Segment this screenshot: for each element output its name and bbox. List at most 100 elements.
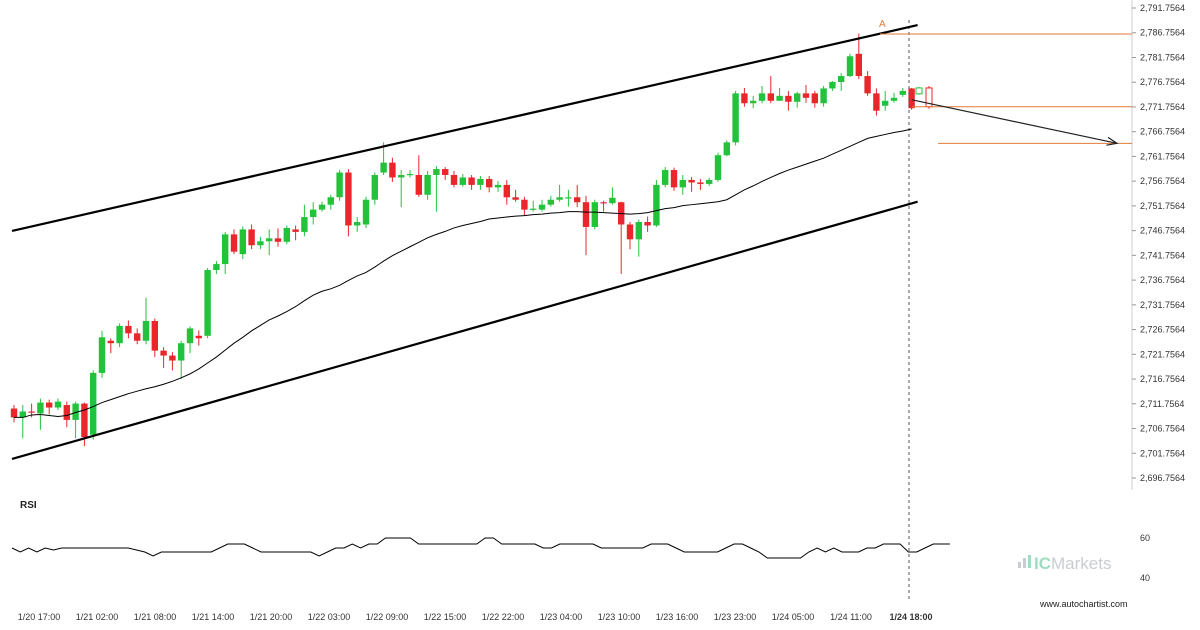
- x-tick-label: 1/21 20:00: [250, 612, 293, 622]
- y-tick-label: 2,736.7564: [1140, 275, 1185, 285]
- rsi-tick-label: 40: [1140, 573, 1150, 583]
- y-tick-label: 2,706.7564: [1140, 424, 1185, 434]
- x-tick-label: 1/23 16:00: [656, 612, 699, 622]
- candle: [336, 170, 343, 201]
- brand-bars-icon: [1018, 555, 1031, 568]
- candle: [829, 81, 836, 91]
- candle: [758, 85, 766, 104]
- moving-average-line: [14, 128, 912, 418]
- y-tick-label: 2,786.7564: [1140, 28, 1185, 38]
- candle: [257, 236, 264, 250]
- brand-suffix: Markets: [1051, 554, 1111, 573]
- x-tick-label: 1/22 22:00: [482, 612, 525, 622]
- candle: [855, 33, 862, 80]
- candle: [670, 167, 678, 191]
- candle: [591, 199, 598, 230]
- projection-arrow: [911, 99, 1118, 144]
- candle: [503, 179, 510, 205]
- candle: [486, 175, 493, 193]
- channel-lower-line: [11, 200, 918, 461]
- candle: [186, 326, 194, 354]
- candle: [811, 90, 818, 108]
- candle: [864, 71, 871, 96]
- time-axis: 1/20 17:00 1/21 02:00 1/21 08:00 1/21 14:00…: [18, 612, 933, 622]
- y-tick-label: 2,761.7564: [1140, 151, 1185, 161]
- projection-arrowhead: [1106, 136, 1119, 146]
- candle: [653, 179, 660, 227]
- y-tick-label: 2,751.7564: [1140, 201, 1185, 211]
- pattern-point-label: A: [879, 19, 886, 30]
- candle: [494, 180, 502, 192]
- y-tick-label: 2,721.7564: [1140, 349, 1185, 359]
- candle: [239, 226, 246, 260]
- candle: [301, 204, 308, 237]
- candle: [679, 175, 686, 195]
- candle: [547, 195, 554, 207]
- candle: [635, 219, 642, 257]
- candle: [72, 401, 79, 439]
- candle: [178, 340, 185, 379]
- x-tick-label: 1/21 08:00: [134, 612, 177, 622]
- y-tick-label: 2,701.7564: [1140, 448, 1185, 458]
- candle: [459, 174, 466, 187]
- candle: [169, 352, 176, 371]
- candle: [767, 76, 774, 104]
- candle: [433, 166, 440, 212]
- candle: [371, 172, 378, 205]
- candle: [345, 169, 352, 237]
- candle: [688, 176, 695, 192]
- candle: [618, 201, 625, 274]
- candle: [582, 195, 590, 256]
- candle: [125, 320, 132, 339]
- candle: [354, 217, 361, 232]
- rsi-line: [11, 537, 950, 559]
- candle: [292, 225, 299, 241]
- candle: [600, 200, 607, 212]
- x-tick-label: 1/24 05:00: [772, 612, 815, 622]
- candle: [310, 202, 317, 225]
- candle: [327, 194, 334, 210]
- candle: [538, 199, 546, 212]
- rsi-title: RSI: [20, 500, 37, 511]
- candle: [266, 229, 273, 256]
- candle: [873, 88, 880, 116]
- brand-prefix: IC: [1034, 554, 1051, 573]
- candle: [195, 330, 202, 346]
- candle: [151, 318, 158, 358]
- forecast-candle: [925, 85, 933, 109]
- candle: [468, 175, 475, 190]
- brand-logo: ICMarkets: [1034, 554, 1111, 573]
- candle: [820, 85, 827, 107]
- x-tick-label: 1/22 15:00: [424, 612, 467, 622]
- x-tick-label: 1/21 14:00: [192, 612, 235, 622]
- y-tick-label: 2,716.7564: [1140, 374, 1185, 384]
- x-tick-label: 1/20 17:00: [18, 612, 61, 622]
- candle: [802, 84, 810, 103]
- candle: [283, 225, 290, 245]
- x-tick-label: 1/21 02:00: [76, 612, 119, 622]
- candle: [46, 399, 53, 415]
- candle: [512, 189, 519, 202]
- y-tick-label: 2,781.7564: [1140, 52, 1185, 62]
- candle: [415, 155, 422, 197]
- x-tick-label: 1/24 18:00: [889, 612, 932, 622]
- candle: [785, 90, 792, 111]
- candle: [90, 370, 97, 440]
- y-tick-label: 2,791.7564: [1140, 3, 1185, 13]
- forecast-candle: [915, 86, 923, 95]
- candle: [54, 398, 62, 411]
- candle: [882, 90, 889, 111]
- candle: [362, 196, 370, 228]
- candle: [609, 187, 616, 205]
- y-tick-label: 2,696.7564: [1140, 473, 1185, 483]
- y-tick-label: 2,771.7564: [1140, 102, 1185, 112]
- candle: [565, 189, 572, 207]
- candle: [890, 92, 898, 103]
- candle: [19, 405, 26, 439]
- y-tick-label: 2,746.7564: [1140, 226, 1185, 236]
- x-tick-label: 1/22 03:00: [308, 612, 351, 622]
- x-tick-label: 1/23 23:00: [714, 612, 757, 622]
- candle: [732, 90, 739, 146]
- candle: [899, 87, 906, 97]
- candle: [204, 268, 211, 339]
